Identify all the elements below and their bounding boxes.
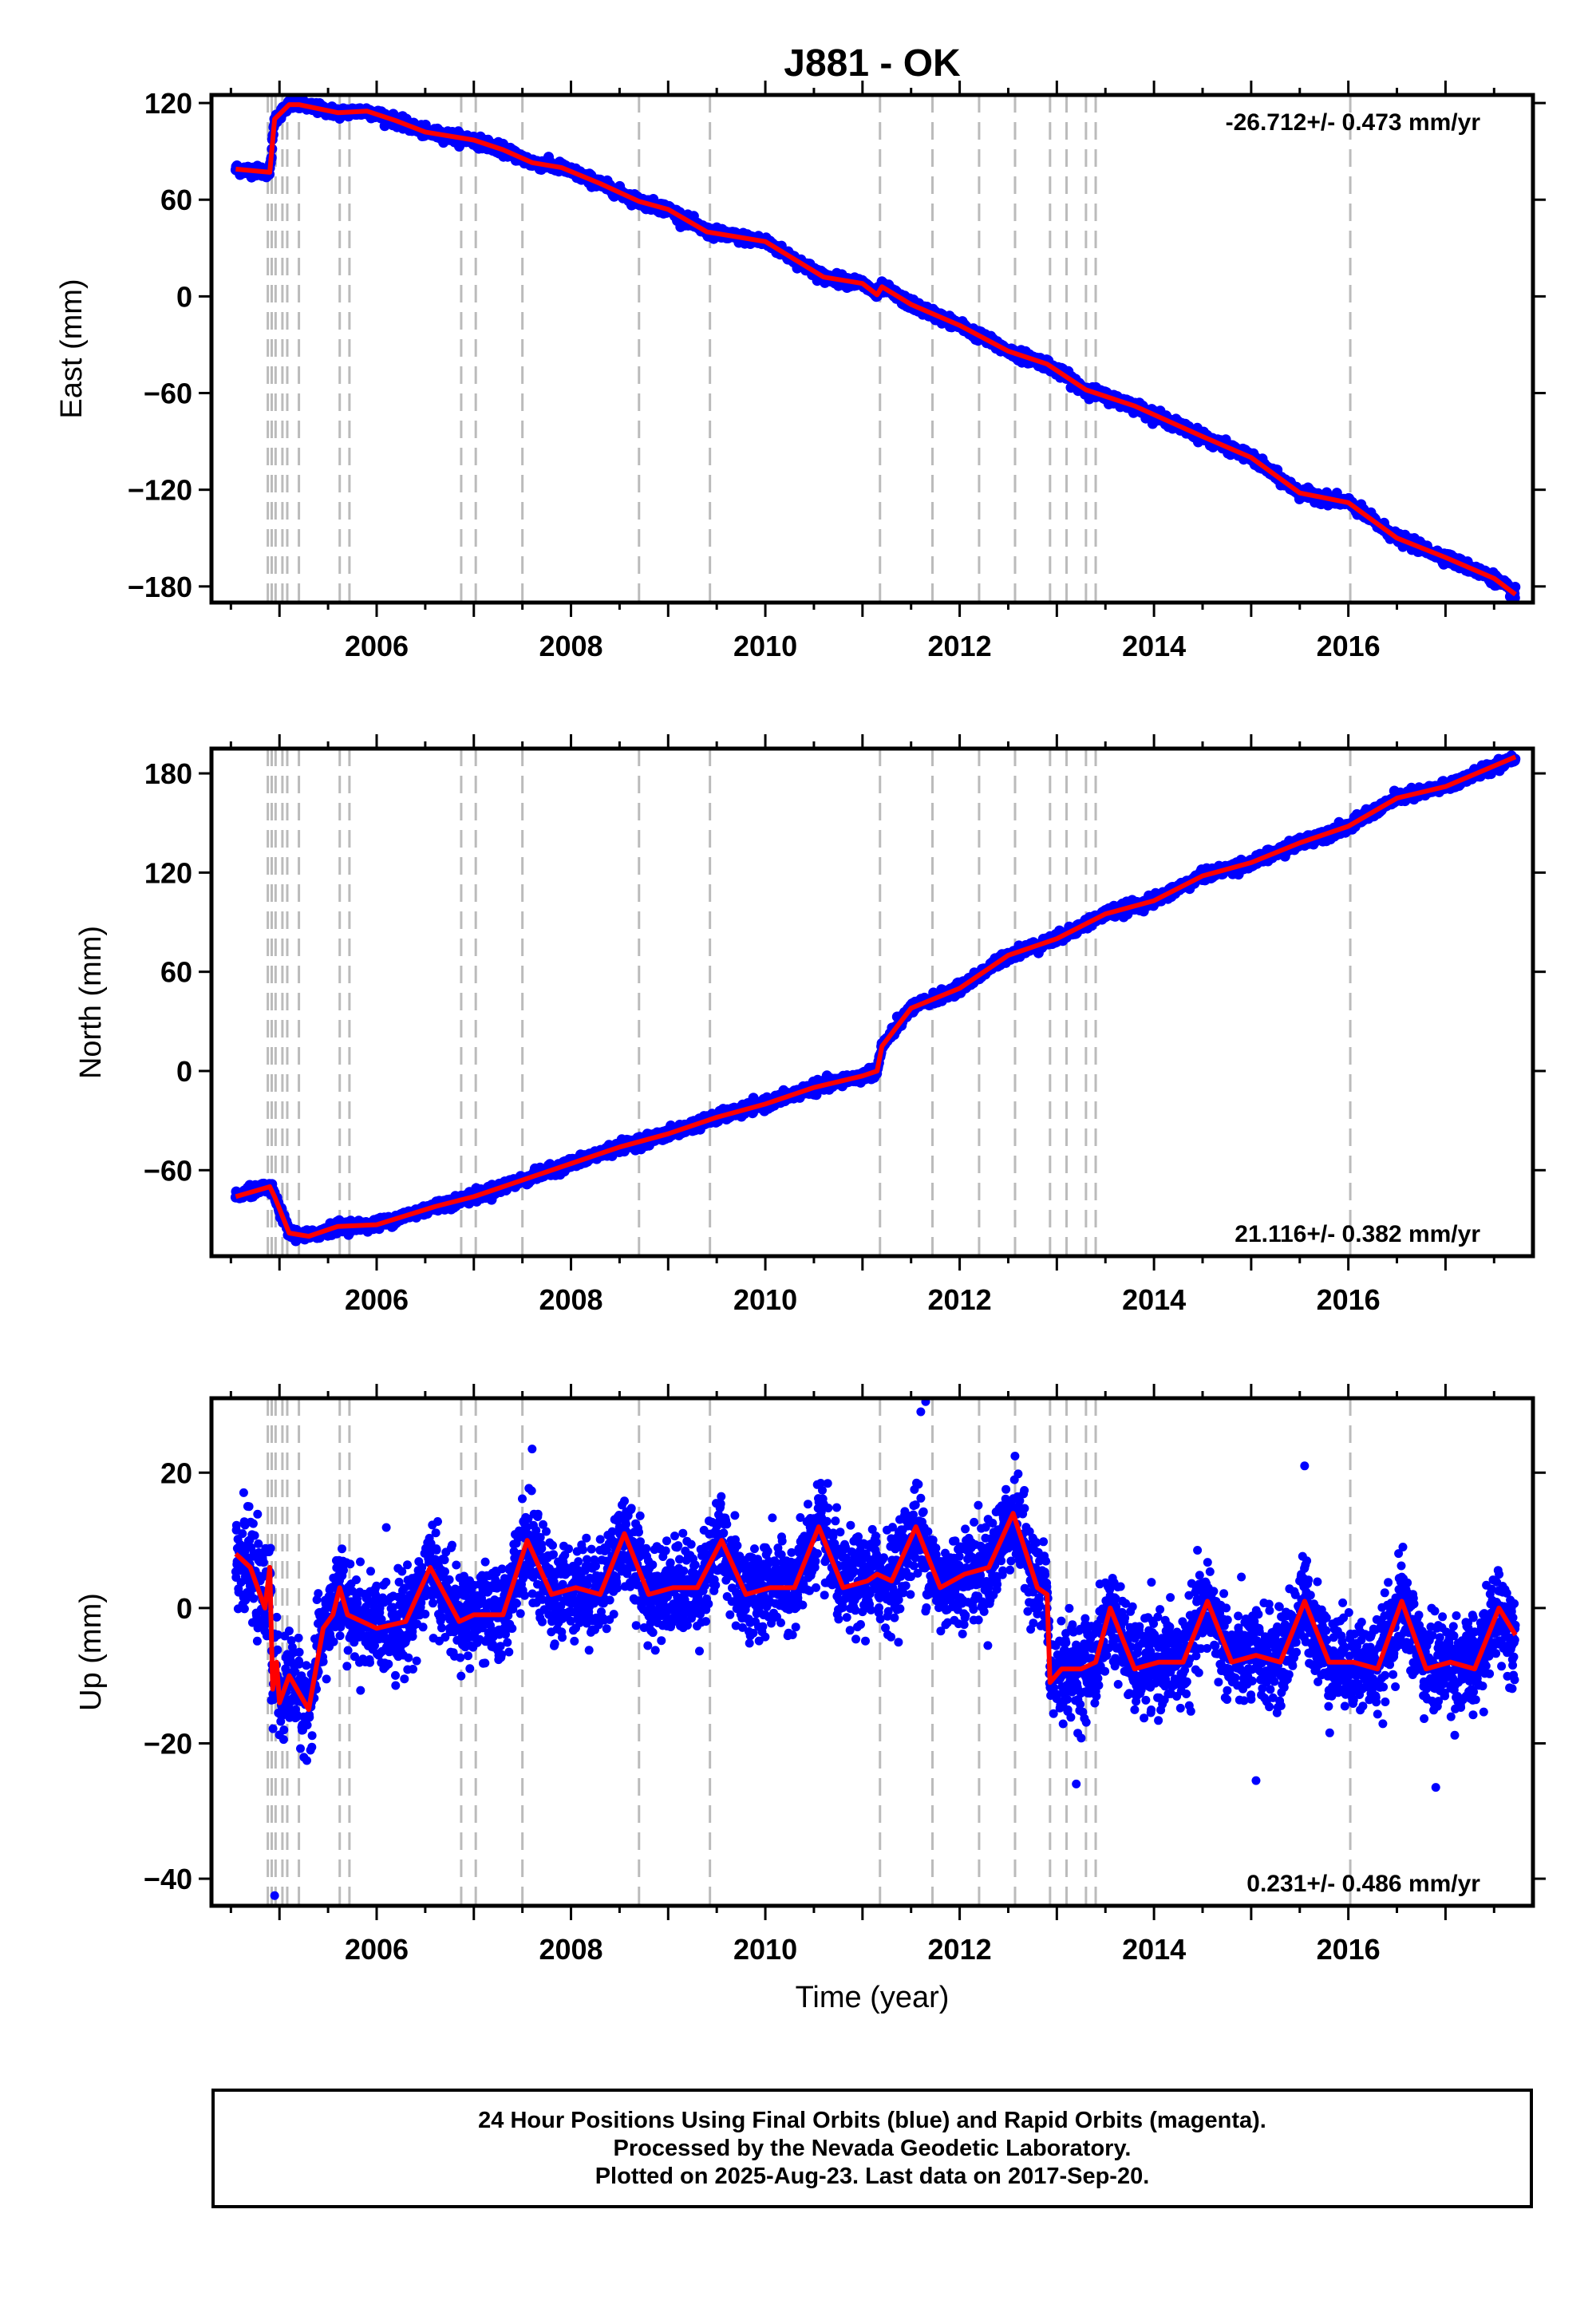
y-tick-label: −120 bbox=[128, 474, 192, 507]
y-axis-label: East (mm) bbox=[55, 279, 89, 418]
x-tick-label: 2006 bbox=[345, 630, 409, 662]
chart-title: J881 - OK bbox=[784, 42, 961, 85]
x-tick-label: 2014 bbox=[1122, 630, 1186, 662]
y-tick-label: −180 bbox=[128, 571, 192, 603]
y-tick-label: 0 bbox=[176, 280, 192, 313]
panels-group: 120 60 0 −60 −120 −180 2006 2008 2010 2012 2014 201… bbox=[55, 81, 1546, 1966]
x-tick-label: 2012 bbox=[928, 630, 992, 662]
y-tick-label: 60 bbox=[160, 184, 192, 216]
position-point bbox=[1509, 592, 1520, 603]
rate-label: -26.712+/- 0.473 mm/yr bbox=[1226, 109, 1481, 136]
panel-frame-east bbox=[209, 93, 1535, 605]
model-fit-line bbox=[235, 102, 1517, 597]
x-tick-label: 2016 bbox=[1317, 630, 1381, 662]
y-tick-label: 120 bbox=[144, 87, 192, 120]
panel-plot-area-east bbox=[230, 95, 1521, 603]
x-tick-label: 2010 bbox=[733, 630, 797, 662]
panel-plot-area-north bbox=[230, 749, 1521, 1256]
x-tick-label: 2008 bbox=[539, 630, 602, 662]
y-tick-label: −60 bbox=[144, 377, 192, 410]
